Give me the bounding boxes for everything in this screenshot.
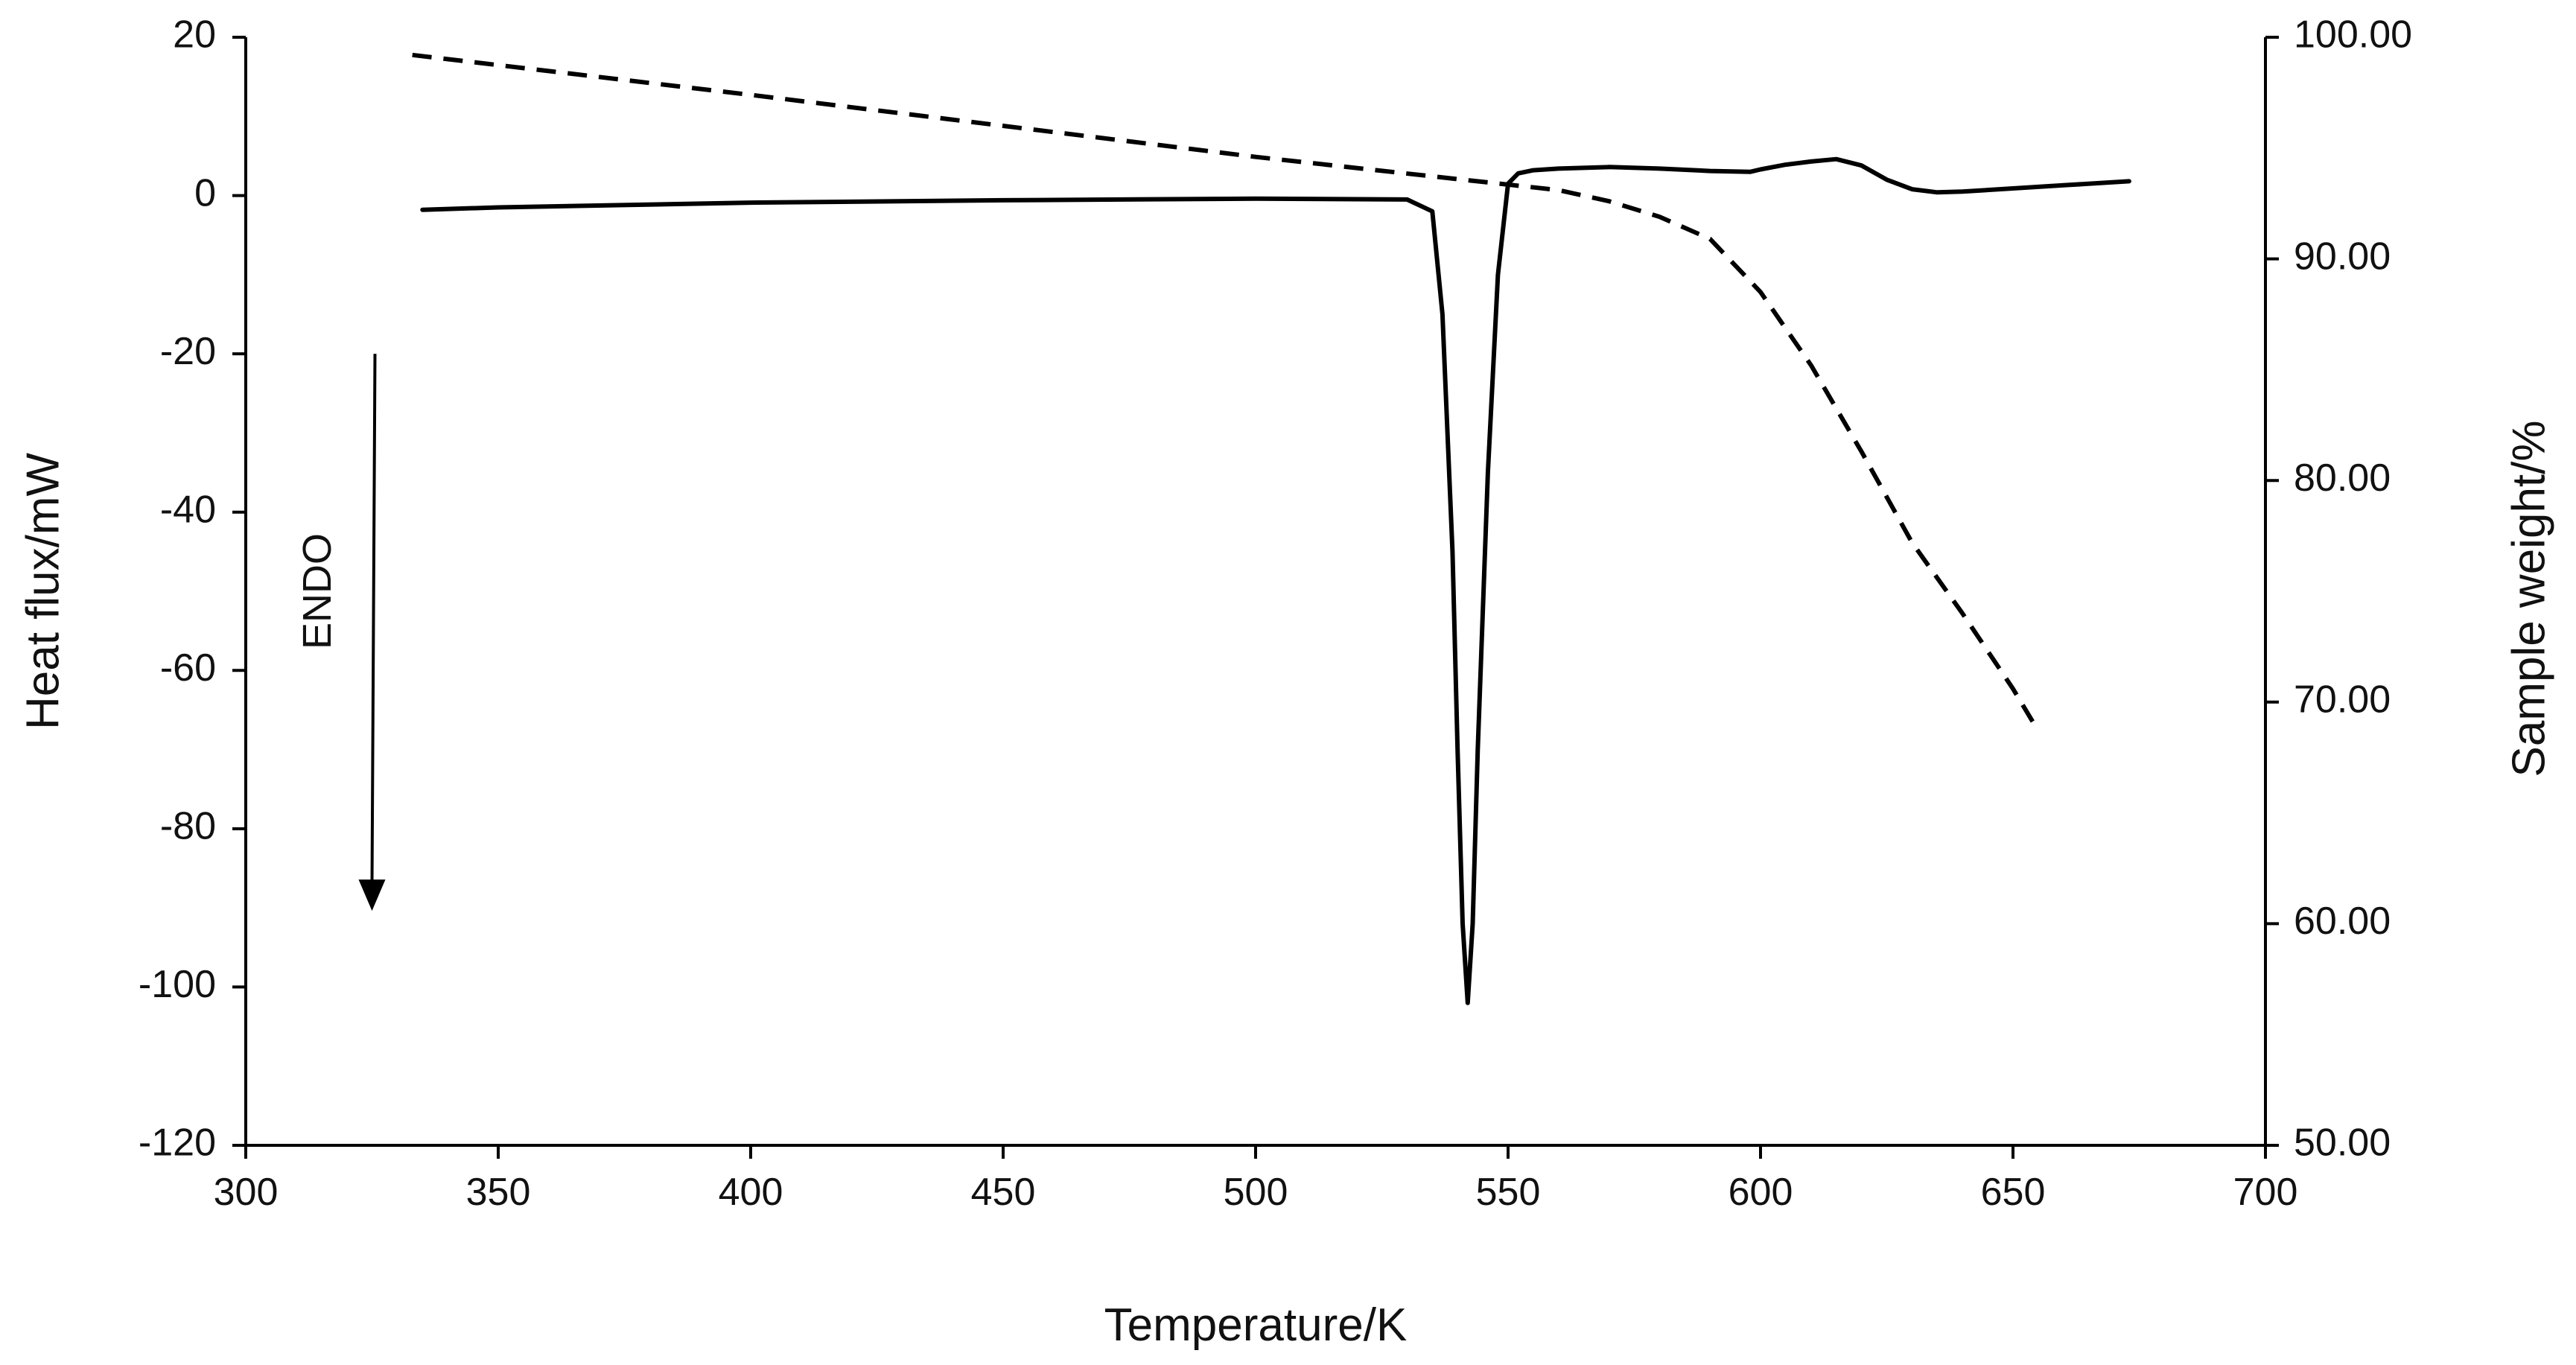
y-tick-label: 20	[173, 13, 216, 57]
x-axis-title: Temperature/K	[1104, 1299, 1408, 1351]
x-tick-label: 700	[2233, 1171, 2298, 1214]
x-tick-label: 300	[214, 1171, 279, 1214]
y2-tick-label: 80.00	[2294, 456, 2391, 500]
y-tick-label: -100	[139, 963, 216, 1006]
y-tick-label: -60	[160, 646, 216, 690]
series-layer	[412, 52, 2131, 1005]
sample-weight-line	[412, 52, 2041, 733]
y-tick-label: -20	[160, 330, 216, 373]
y-tick-label: -40	[160, 488, 216, 531]
x-tick-label: 550	[1476, 1171, 1541, 1214]
x-tick-label: 650	[1981, 1171, 2046, 1214]
x-tick-label: 400	[719, 1171, 783, 1214]
x-tick-label: 350	[466, 1171, 531, 1214]
x-tick-label: 450	[971, 1171, 1036, 1214]
endo-label: ENDO	[295, 533, 340, 649]
y-tick-label: -120	[139, 1121, 216, 1165]
y2-tick-label: 60.00	[2294, 900, 2391, 943]
ticks: 300 350 400 450 500 550 600 650 700 20 0 -20 -40 -60 -…	[139, 13, 2412, 1214]
heat-flux-line	[420, 156, 2131, 1005]
y2-tick-label: 100.00	[2294, 13, 2412, 57]
axes	[244, 37, 2267, 1147]
y2-tick-label: 70.00	[2294, 678, 2391, 722]
endo-arrow-shaft	[370, 354, 377, 886]
y2-tick-label: 50.00	[2294, 1121, 2391, 1165]
endo-arrow-head	[358, 879, 386, 911]
y-tick-label: 0	[194, 171, 216, 214]
endo-annotation: ENDO	[295, 354, 386, 911]
y-tick-label: -80	[160, 805, 216, 848]
right-y-axis-title: Sample weight/%	[2503, 420, 2554, 777]
x-tick-label: 600	[1729, 1171, 1793, 1214]
y2-tick-label: 90.00	[2294, 235, 2391, 278]
left-y-axis-title: Heat flux/mW	[17, 452, 69, 730]
x-tick-label: 500	[1224, 1171, 1288, 1214]
